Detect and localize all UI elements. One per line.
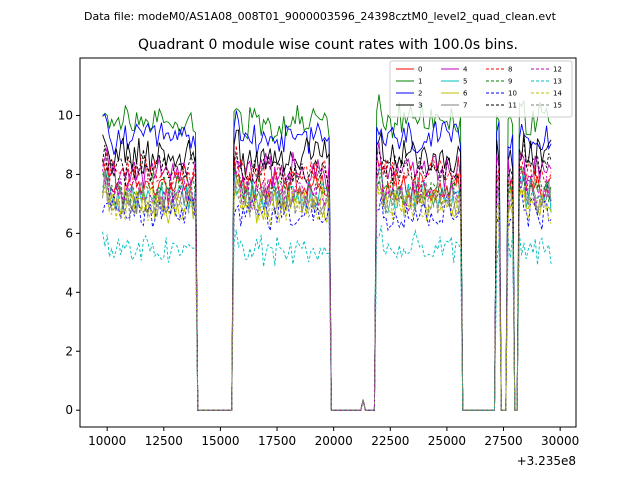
x-tick-label: 30000 <box>541 434 579 448</box>
y-tick-label: 0 <box>65 403 73 417</box>
legend-label-1: 1 <box>418 78 422 86</box>
x-tick-label: 12500 <box>145 434 183 448</box>
x-tick-label: 10000 <box>88 434 126 448</box>
legend-label-3: 3 <box>418 102 422 110</box>
legend-label-2: 2 <box>418 90 422 98</box>
y-axis: 0 2 4 6 8 10 <box>58 108 80 417</box>
chart-title: Quadrant 0 module wise count rates with … <box>138 37 518 53</box>
plot-frame <box>79 57 577 428</box>
x-offset-label: +3.235e8 <box>517 454 576 468</box>
legend-box <box>389 60 573 118</box>
legend-label-10: 10 <box>508 90 517 98</box>
series-line-14 <box>102 183 552 411</box>
x-axis: 10000 12500 15000 17500 20000 22500 25000 27500… <box>88 427 579 448</box>
legend-label-7: 7 <box>463 102 467 110</box>
x-tick-label: 15000 <box>201 434 239 448</box>
y-tick-label: 4 <box>65 285 73 299</box>
x-tick-label: 25000 <box>428 434 466 448</box>
legend-label-14: 14 <box>553 90 562 98</box>
legend-label-8: 8 <box>508 66 512 74</box>
legend-label-9: 9 <box>508 78 512 86</box>
x-tick-label: 20000 <box>315 434 353 448</box>
series-line-9 <box>102 166 552 411</box>
legend-label-0: 0 <box>418 66 422 74</box>
y-tick-label: 8 <box>65 167 73 181</box>
x-tick-label: 22500 <box>371 434 409 448</box>
legend-label-5: 5 <box>463 78 467 86</box>
series-line-13 <box>102 225 552 411</box>
x-tick-label: 27500 <box>484 434 522 448</box>
legend-label-15: 15 <box>553 102 562 110</box>
y-tick-label: 10 <box>58 108 73 122</box>
series-line-15 <box>102 170 552 411</box>
legend-label-4: 4 <box>463 66 468 74</box>
y-tick-label: 2 <box>65 344 73 358</box>
series-group <box>102 94 552 411</box>
x-tick-label: 17500 <box>258 434 296 448</box>
legend-label-13: 13 <box>553 78 562 86</box>
y-tick-label: 6 <box>65 226 73 240</box>
legend-label-12: 12 <box>553 66 562 74</box>
legend-label-6: 6 <box>463 90 468 98</box>
legend-label-11: 11 <box>508 102 517 110</box>
figure-suptitle: Data file: modeM0/AS1A08_008T01_90000035… <box>84 10 557 23</box>
